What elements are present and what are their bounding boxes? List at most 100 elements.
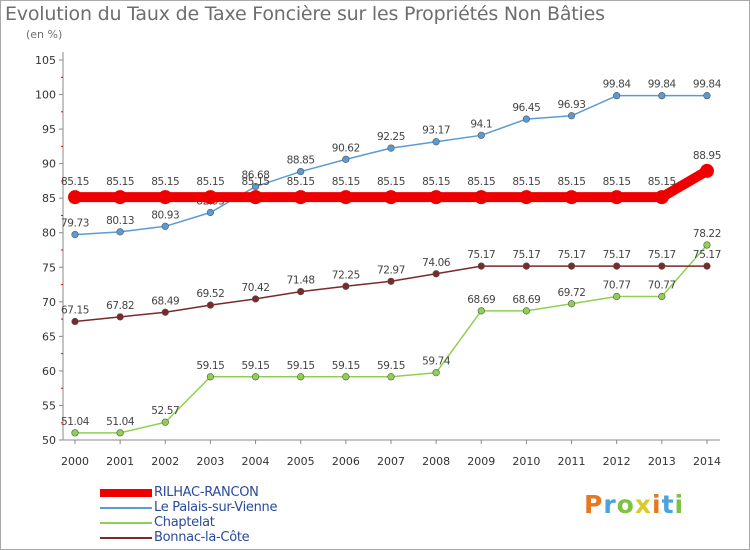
data-label: 51.04	[61, 416, 90, 428]
legend-swatch	[100, 506, 152, 509]
data-point	[342, 373, 350, 381]
data-point	[338, 190, 353, 205]
x-tick-label: 2010	[512, 455, 540, 468]
data-label: 86.68	[242, 170, 270, 182]
x-tick-label: 2013	[648, 455, 676, 468]
data-point	[387, 144, 395, 152]
data-label: 80.93	[151, 209, 179, 221]
data-label: 59.15	[196, 360, 224, 372]
legend-swatch	[100, 536, 152, 539]
data-point	[522, 307, 531, 315]
data-point	[342, 282, 350, 290]
data-point	[158, 190, 173, 205]
legend-label: Chaptelat	[154, 515, 215, 530]
data-label: 85.15	[242, 176, 270, 188]
y-tick-label: 65	[42, 330, 56, 343]
series-bonnac: 67.15 67.82 68.49 69.52 70.42 71.48 72.25 72.97…	[61, 249, 721, 326]
data-label: 96.45	[512, 102, 540, 114]
data-label: 85.15	[422, 176, 450, 188]
data-point	[251, 182, 260, 191]
data-label: 75.17	[467, 249, 495, 261]
data-label: 59.15	[287, 360, 315, 372]
y-tick-label: 60	[42, 365, 56, 378]
logo-letter: r	[603, 490, 617, 519]
data-label: 75.17	[648, 249, 676, 261]
chart-legend: RILHAC-RANCON Le Palais-sur-Vienne Chaptel…	[100, 485, 277, 545]
data-point	[387, 373, 395, 381]
data-point	[68, 190, 82, 205]
data-point	[429, 190, 444, 205]
data-point	[71, 317, 79, 326]
data-point	[161, 418, 169, 426]
data-point	[116, 313, 124, 321]
data-point	[522, 262, 531, 270]
logo-letter: x	[634, 490, 652, 519]
data-label: 85.15	[648, 176, 676, 188]
y-tick-label: 75	[42, 261, 56, 274]
legend-swatch	[100, 488, 152, 497]
logo-letter: t	[661, 490, 675, 519]
legend-item-chaptelat: Chaptelat	[100, 515, 277, 530]
data-label: 68.69	[467, 294, 495, 306]
data-point	[613, 262, 621, 270]
data-point	[477, 262, 485, 270]
data-point	[113, 190, 128, 205]
x-tick-label: 2003	[196, 455, 224, 468]
data-point	[703, 262, 711, 270]
data-point	[477, 131, 485, 139]
data-point	[658, 292, 666, 301]
x-tick-label: 2001	[106, 455, 134, 468]
data-point	[161, 222, 169, 230]
data-label: 70.42	[242, 282, 270, 294]
legend-label: Bonnac-la-Côte	[154, 530, 250, 545]
data-label: 72.25	[332, 269, 360, 281]
data-label: 59.15	[377, 360, 405, 372]
data-label: 85.15	[332, 176, 360, 188]
data-point	[248, 190, 263, 205]
data-label: 59.15	[242, 360, 270, 372]
data-label: 85.15	[512, 176, 540, 188]
data-point	[477, 307, 485, 315]
data-label: 69.72	[558, 287, 586, 299]
x-tick-label: 2002	[151, 455, 179, 468]
data-point	[251, 373, 260, 381]
legend-item-palais: Le Palais-sur-Vienne	[100, 500, 277, 515]
data-label: 79.73	[61, 218, 89, 230]
data-label: 70.77	[648, 279, 676, 291]
data-label: 72.97	[377, 264, 405, 276]
data-label: 69.52	[196, 288, 224, 300]
data-label: 85.15	[151, 176, 179, 188]
y-tick-label: 55	[42, 399, 56, 412]
data-point	[251, 295, 260, 303]
data-label: 71.48	[287, 275, 315, 287]
data-point	[206, 373, 215, 381]
data-point	[658, 262, 666, 270]
y-tick-label: 90	[42, 158, 56, 171]
data-label: 85.15	[196, 176, 224, 188]
x-tick-label: 2011	[558, 455, 586, 468]
data-label: 90.62	[332, 142, 360, 154]
y-tick-label: 70	[42, 296, 56, 309]
data-point	[116, 429, 124, 437]
data-point	[297, 373, 305, 381]
data-label: 85.15	[377, 176, 405, 188]
data-label: 52.57	[151, 405, 179, 417]
data-point	[703, 92, 711, 100]
data-label: 99.84	[693, 79, 722, 91]
data-label: 99.84	[648, 79, 677, 91]
data-point	[432, 369, 440, 377]
data-point	[613, 92, 621, 100]
x-tick-label: 2008	[422, 455, 450, 468]
data-point	[432, 138, 440, 146]
y-tick-label: 105	[35, 54, 56, 67]
x-tick-label: 2009	[467, 455, 495, 468]
data-label: 70.77	[603, 279, 631, 291]
data-label: 74.06	[422, 257, 451, 269]
data-point	[297, 287, 305, 296]
data-point	[71, 429, 79, 437]
data-point	[116, 228, 124, 236]
legend-swatch	[100, 521, 152, 524]
data-point	[703, 241, 711, 249]
data-label: 85.15	[106, 176, 134, 188]
